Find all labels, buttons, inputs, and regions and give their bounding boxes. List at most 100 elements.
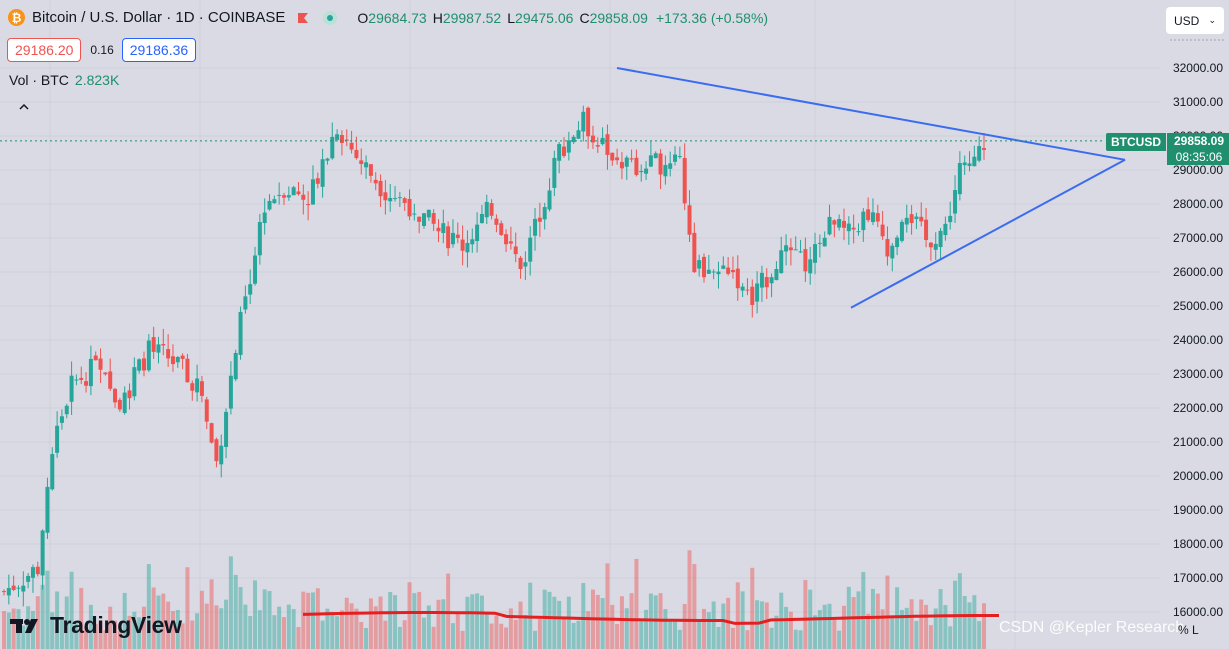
- candle-body: [170, 356, 175, 365]
- volume-bar: [407, 582, 412, 649]
- volume-bar: [69, 571, 74, 649]
- price-tag-symbol: BTCUSD: [1106, 133, 1166, 151]
- volume-bar: [310, 592, 315, 649]
- candle-body: [692, 232, 697, 273]
- candle-body: [479, 213, 484, 224]
- volume-bar: [899, 609, 904, 649]
- volume-bar: [571, 622, 576, 649]
- candle-body: [610, 152, 615, 161]
- volume-bar: [393, 595, 398, 649]
- candle-body: [373, 179, 378, 184]
- candle-body: [769, 277, 774, 284]
- volume-bar: [156, 595, 161, 649]
- buy-price-button[interactable]: 29186.36: [121, 38, 197, 62]
- candle-body: [219, 445, 224, 465]
- volume-bar: [108, 606, 113, 649]
- candle-body: [397, 197, 402, 199]
- candle-body: [301, 194, 306, 200]
- volume-bar: [151, 587, 156, 649]
- volume-bar: [383, 620, 388, 649]
- candle-body: [499, 223, 504, 235]
- volume-bar: [924, 604, 929, 649]
- candle-body: [982, 148, 986, 150]
- candle-body: [576, 130, 581, 139]
- candle-body: [335, 134, 340, 140]
- volume-bar: [542, 589, 547, 649]
- candle-body: [11, 585, 16, 590]
- volume-bar: [890, 618, 895, 649]
- candle-body: [648, 155, 653, 167]
- volume-legend[interactable]: Vol · BTC 2.823K: [9, 72, 119, 88]
- volume-bar: [735, 582, 740, 649]
- volume-bar: [185, 567, 190, 649]
- candle-body: [204, 399, 209, 422]
- ohlc-open: O29684.73: [357, 9, 427, 26]
- volume-bar: [45, 570, 50, 649]
- volume-bar: [364, 627, 369, 649]
- volume-bar: [388, 591, 393, 649]
- candle-body: [417, 216, 422, 222]
- volume-bar: [837, 630, 842, 649]
- candle-body: [190, 383, 195, 391]
- symbol-legend: ₿ Bitcoin / U.S. Dollar · 1D · COINBASE …: [8, 9, 768, 26]
- candle-body: [687, 205, 692, 235]
- y-tick-label: 23000.00: [1173, 367, 1223, 381]
- candle-body: [904, 217, 909, 225]
- volume-bar: [417, 591, 422, 649]
- volume-bar: [325, 608, 330, 649]
- price-tag-values: 29858.09 08:35:06: [1166, 133, 1229, 165]
- y-tick-label: 24000.00: [1173, 333, 1223, 347]
- candle-body: [817, 242, 822, 244]
- candle-body: [590, 135, 595, 143]
- volume-bar: [914, 620, 919, 649]
- volume-bar: [146, 564, 151, 649]
- candle-body: [407, 198, 412, 217]
- volume-bar: [378, 596, 383, 649]
- candle-body: [50, 454, 55, 490]
- volume-bar: [957, 573, 962, 649]
- currency-select[interactable]: USD ⌄: [1166, 7, 1224, 34]
- volume-bar: [224, 599, 229, 649]
- volume-bar: [354, 608, 359, 649]
- candle-body: [634, 157, 639, 175]
- candle-body: [533, 218, 538, 236]
- candle-body: [788, 247, 793, 251]
- volume-bar: [161, 593, 166, 649]
- volume-bar: [79, 587, 84, 649]
- candle-body: [726, 267, 731, 274]
- candle-body: [846, 223, 851, 232]
- scale-toggle[interactable]: % L: [1178, 623, 1199, 637]
- volume-bar: [373, 606, 378, 649]
- volume-bar: [359, 621, 364, 649]
- y-tick-label: 29000.00: [1173, 163, 1223, 177]
- volume-bar: [663, 609, 668, 649]
- volume-bar: [547, 591, 552, 649]
- volume-bar: [842, 605, 846, 649]
- sell-price-button[interactable]: 29186.20: [7, 38, 82, 62]
- candle-body: [2, 591, 6, 593]
- candle-body: [774, 268, 779, 281]
- volume-bar: [455, 613, 460, 649]
- candle-body: [808, 259, 813, 274]
- volume-bar: [537, 619, 542, 649]
- candle-body: [320, 159, 325, 187]
- candle-body: [228, 375, 233, 409]
- volume-bar: [668, 620, 673, 649]
- candle-body: [508, 241, 513, 244]
- volume-bar: [870, 588, 875, 649]
- candle-body: [339, 135, 344, 143]
- candle-body: [45, 486, 50, 533]
- flag-icon[interactable]: [297, 12, 309, 24]
- volume-bar: [228, 556, 233, 649]
- candle-body: [513, 246, 518, 255]
- candle-body: [953, 190, 958, 214]
- symbol-title[interactable]: Bitcoin / U.S. Dollar · 1D · COINBASE: [32, 9, 286, 26]
- candle-body: [30, 567, 35, 578]
- volume-bar: [566, 596, 571, 649]
- tradingview-logo[interactable]: TradingView: [10, 612, 182, 639]
- chevron-up-icon[interactable]: [16, 98, 32, 114]
- chevron-down-icon: ⌄: [1208, 15, 1216, 25]
- candle-body: [315, 178, 320, 184]
- candle-body: [784, 245, 789, 252]
